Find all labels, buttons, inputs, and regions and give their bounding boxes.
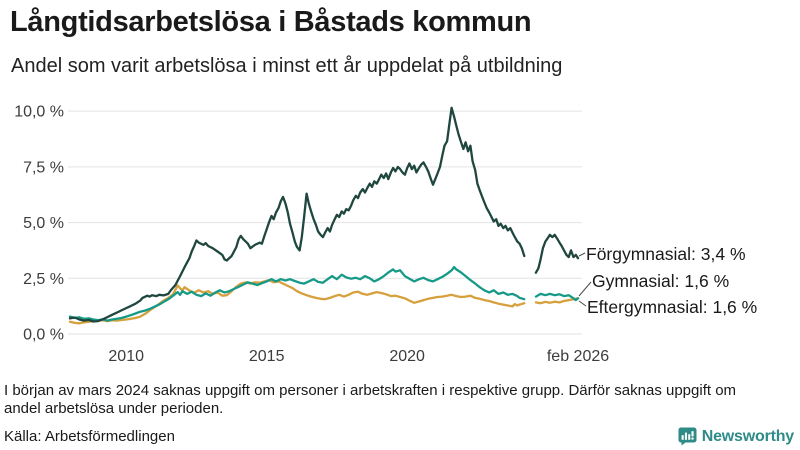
y-axis-tick-label: 7,5 % — [23, 159, 64, 176]
legend-leader-line — [578, 281, 592, 297]
series-end-label-eftergymnasial: Eftergymnasial: 1,6 % — [587, 297, 758, 317]
series-line-förgymnasial — [534, 233, 580, 274]
series-end-label-forgymnasial: Förgymnasial: 3,4 % — [586, 244, 746, 264]
chart-subtitle: Andel som varit arbetslösa i minst ett å… — [11, 55, 563, 77]
footnote: I början av mars 2024 saknas uppgift om … — [4, 382, 737, 417]
y-axis-tick-label: 0,0 % — [23, 327, 64, 344]
newsworthy-wordmark: Newsworthy — [701, 427, 794, 445]
x-axis-tick-label: 2010 — [108, 348, 144, 365]
x-axis-tick-label: feb 2026 — [547, 348, 609, 365]
footer-row: Källa: Arbetsförmedlingen Newsworthy — [4, 427, 794, 446]
series-line-eftergymnasial — [534, 297, 580, 305]
x-axis-tick-label: 2020 — [389, 348, 425, 365]
legend-leader-line — [578, 300, 587, 307]
series-line-gymnasial — [68, 265, 526, 322]
series-line-eftergymnasial — [68, 278, 526, 325]
newsworthy-bar-chart-icon — [678, 427, 697, 446]
line-chart: 0,0 % 2,5 % 5,0 % 7,5 % 10,0 % 2010 2015 2020 fe… — [14, 104, 609, 365]
series-line-gymnasial — [534, 292, 580, 302]
series-end-label-gymnasial: Gymnasial: 1,6 % — [592, 271, 730, 291]
legend-leader-line — [578, 252, 586, 257]
y-axis-tick-label: 10,0 % — [14, 104, 64, 121]
x-axis-tick-label: 2015 — [249, 348, 285, 365]
source-credit: Källa: Arbetsförmedlingen — [4, 428, 175, 445]
series-line-förgymnasial — [68, 106, 526, 323]
y-axis-tick-label: 5,0 % — [23, 215, 64, 232]
y-axis-tick-label: 2,5 % — [23, 271, 64, 288]
newsworthy-logo[interactable]: Newsworthy — [678, 427, 794, 446]
page-title: Långtidsarbetslösa i Båstads kommun — [10, 6, 532, 38]
